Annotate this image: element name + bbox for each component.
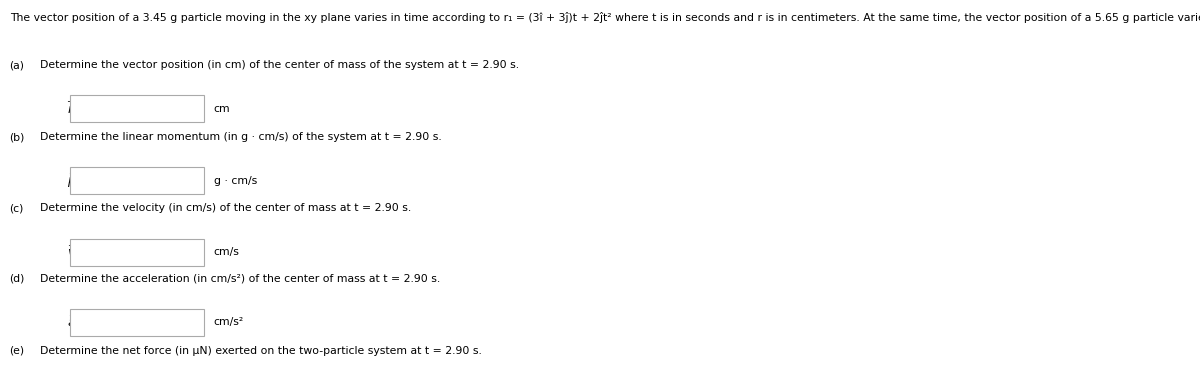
Text: $\vec{a}_{cm}\! =$: $\vec{a}_{cm}\! =$ xyxy=(67,314,101,331)
Text: cm: cm xyxy=(214,104,230,114)
Text: $\vec{r}_{cm}\! =$: $\vec{r}_{cm}\! =$ xyxy=(67,99,98,118)
Text: $\vec{p}\! =$: $\vec{p}\! =$ xyxy=(67,172,88,190)
Text: $\vec{v}_{cm}\! =$: $\vec{v}_{cm}\! =$ xyxy=(67,243,101,261)
Text: Determine the linear momentum (in g · cm/s) of the system at t = 2.90 s.: Determine the linear momentum (in g · cm… xyxy=(40,132,442,142)
Text: cm/s²: cm/s² xyxy=(214,318,244,327)
Text: (b): (b) xyxy=(10,132,25,142)
Text: Determine the velocity (in cm/s) of the center of mass at t = 2.90 s.: Determine the velocity (in cm/s) of the … xyxy=(40,203,410,213)
Text: Determine the net force (in μN) exerted on the two-particle system at t = 2.90 s: Determine the net force (in μN) exerted … xyxy=(40,346,481,356)
Text: (a): (a) xyxy=(10,60,24,70)
Text: Determine the vector position (in cm) of the center of mass of the system at t =: Determine the vector position (in cm) of… xyxy=(40,60,518,70)
Text: (d): (d) xyxy=(10,274,25,284)
Text: Determine the acceleration (in cm/s²) of the center of mass at t = 2.90 s.: Determine the acceleration (in cm/s²) of… xyxy=(40,274,440,284)
Text: g · cm/s: g · cm/s xyxy=(214,176,257,186)
Text: (c): (c) xyxy=(10,203,24,213)
Text: cm/s: cm/s xyxy=(214,247,240,257)
Text: (e): (e) xyxy=(10,346,25,356)
Text: The vector position of a 3.45 g particle moving in the xy plane varies in time a: The vector position of a 3.45 g particle… xyxy=(10,12,1200,23)
